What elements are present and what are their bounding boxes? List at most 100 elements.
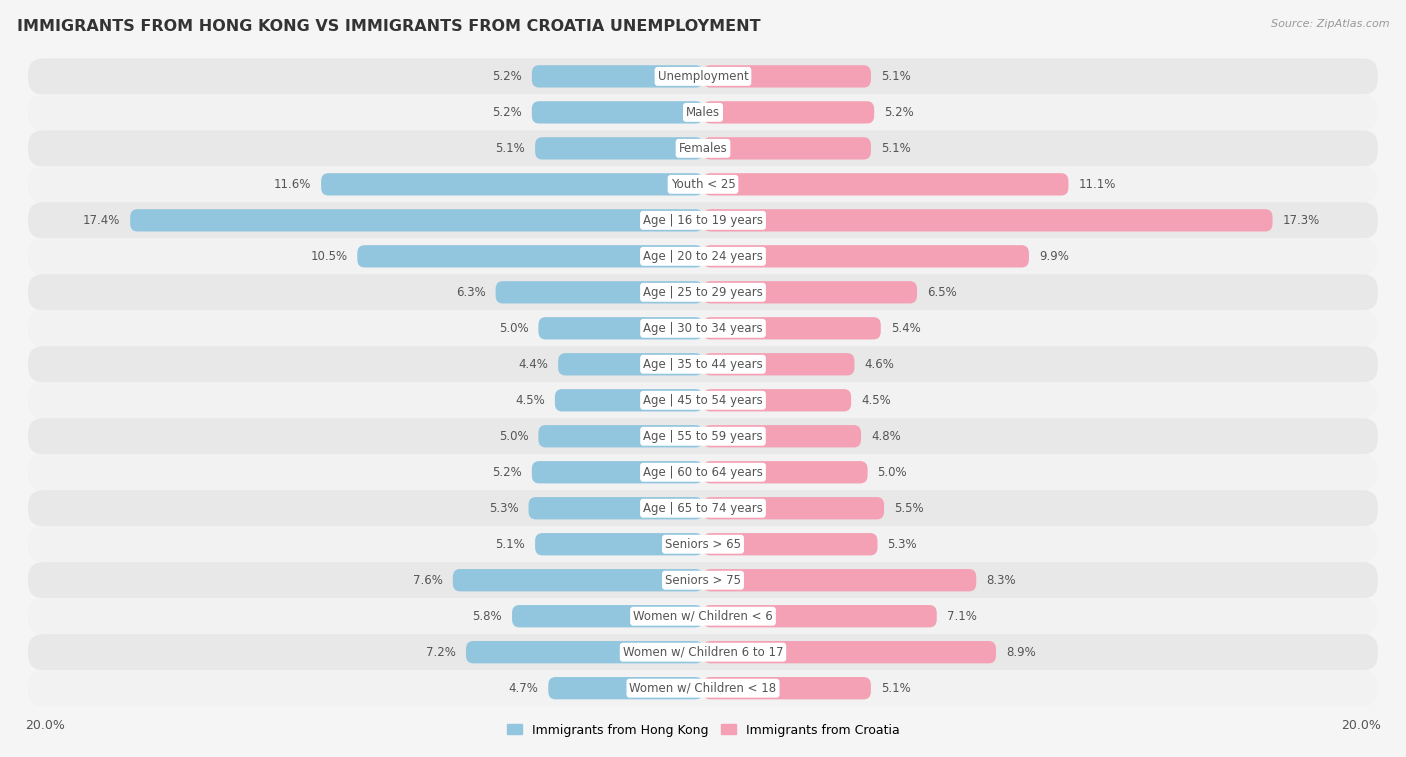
FancyBboxPatch shape bbox=[28, 491, 1378, 526]
Text: Age | 20 to 24 years: Age | 20 to 24 years bbox=[643, 250, 763, 263]
FancyBboxPatch shape bbox=[28, 634, 1378, 670]
Text: Seniors > 65: Seniors > 65 bbox=[665, 537, 741, 551]
Text: 4.4%: 4.4% bbox=[519, 358, 548, 371]
Text: Source: ZipAtlas.com: Source: ZipAtlas.com bbox=[1271, 19, 1389, 29]
FancyBboxPatch shape bbox=[131, 209, 703, 232]
Text: Age | 65 to 74 years: Age | 65 to 74 years bbox=[643, 502, 763, 515]
FancyBboxPatch shape bbox=[357, 245, 703, 267]
FancyBboxPatch shape bbox=[703, 101, 875, 123]
FancyBboxPatch shape bbox=[529, 497, 703, 519]
FancyBboxPatch shape bbox=[495, 281, 703, 304]
FancyBboxPatch shape bbox=[28, 310, 1378, 346]
Text: 5.2%: 5.2% bbox=[492, 70, 522, 83]
Text: Age | 35 to 44 years: Age | 35 to 44 years bbox=[643, 358, 763, 371]
Text: Age | 30 to 34 years: Age | 30 to 34 years bbox=[643, 322, 763, 335]
FancyBboxPatch shape bbox=[703, 353, 855, 375]
FancyBboxPatch shape bbox=[28, 202, 1378, 238]
FancyBboxPatch shape bbox=[28, 58, 1378, 95]
Text: 6.5%: 6.5% bbox=[927, 286, 956, 299]
FancyBboxPatch shape bbox=[538, 317, 703, 339]
Text: 4.7%: 4.7% bbox=[509, 682, 538, 695]
Text: 4.5%: 4.5% bbox=[860, 394, 891, 407]
Text: Women w/ Children 6 to 17: Women w/ Children 6 to 17 bbox=[623, 646, 783, 659]
Text: 7.6%: 7.6% bbox=[413, 574, 443, 587]
Text: 5.3%: 5.3% bbox=[489, 502, 519, 515]
FancyBboxPatch shape bbox=[536, 137, 703, 160]
Text: 11.6%: 11.6% bbox=[274, 178, 311, 191]
Text: 5.0%: 5.0% bbox=[877, 466, 907, 478]
FancyBboxPatch shape bbox=[703, 461, 868, 484]
Text: 5.2%: 5.2% bbox=[492, 466, 522, 478]
FancyBboxPatch shape bbox=[28, 130, 1378, 167]
FancyBboxPatch shape bbox=[28, 598, 1378, 634]
Text: 4.8%: 4.8% bbox=[870, 430, 901, 443]
Text: Age | 16 to 19 years: Age | 16 to 19 years bbox=[643, 213, 763, 227]
Text: Females: Females bbox=[679, 142, 727, 155]
FancyBboxPatch shape bbox=[531, 101, 703, 123]
FancyBboxPatch shape bbox=[703, 389, 851, 412]
FancyBboxPatch shape bbox=[703, 173, 1069, 195]
FancyBboxPatch shape bbox=[28, 562, 1378, 598]
Text: IMMIGRANTS FROM HONG KONG VS IMMIGRANTS FROM CROATIA UNEMPLOYMENT: IMMIGRANTS FROM HONG KONG VS IMMIGRANTS … bbox=[17, 19, 761, 34]
Text: 5.5%: 5.5% bbox=[894, 502, 924, 515]
FancyBboxPatch shape bbox=[703, 497, 884, 519]
FancyBboxPatch shape bbox=[538, 425, 703, 447]
Text: Women w/ Children < 6: Women w/ Children < 6 bbox=[633, 609, 773, 623]
Text: Age | 45 to 54 years: Age | 45 to 54 years bbox=[643, 394, 763, 407]
Text: 6.3%: 6.3% bbox=[456, 286, 485, 299]
FancyBboxPatch shape bbox=[703, 245, 1029, 267]
Text: Males: Males bbox=[686, 106, 720, 119]
Text: 5.2%: 5.2% bbox=[492, 106, 522, 119]
FancyBboxPatch shape bbox=[28, 346, 1378, 382]
Text: 5.1%: 5.1% bbox=[880, 682, 911, 695]
Text: 4.6%: 4.6% bbox=[865, 358, 894, 371]
Text: 5.1%: 5.1% bbox=[880, 142, 911, 155]
FancyBboxPatch shape bbox=[703, 677, 870, 699]
FancyBboxPatch shape bbox=[453, 569, 703, 591]
FancyBboxPatch shape bbox=[321, 173, 703, 195]
Text: 5.1%: 5.1% bbox=[880, 70, 911, 83]
FancyBboxPatch shape bbox=[531, 461, 703, 484]
FancyBboxPatch shape bbox=[512, 605, 703, 628]
FancyBboxPatch shape bbox=[28, 167, 1378, 202]
Text: 8.9%: 8.9% bbox=[1005, 646, 1036, 659]
FancyBboxPatch shape bbox=[548, 677, 703, 699]
FancyBboxPatch shape bbox=[555, 389, 703, 412]
Text: 5.2%: 5.2% bbox=[884, 106, 914, 119]
Text: 5.4%: 5.4% bbox=[890, 322, 921, 335]
Text: 10.5%: 10.5% bbox=[311, 250, 347, 263]
FancyBboxPatch shape bbox=[703, 569, 976, 591]
FancyBboxPatch shape bbox=[28, 670, 1378, 706]
Text: 11.1%: 11.1% bbox=[1078, 178, 1116, 191]
FancyBboxPatch shape bbox=[28, 419, 1378, 454]
Text: 17.4%: 17.4% bbox=[83, 213, 121, 227]
FancyBboxPatch shape bbox=[703, 209, 1272, 232]
Text: Age | 55 to 59 years: Age | 55 to 59 years bbox=[643, 430, 763, 443]
Text: Seniors > 75: Seniors > 75 bbox=[665, 574, 741, 587]
Text: Women w/ Children < 18: Women w/ Children < 18 bbox=[630, 682, 776, 695]
FancyBboxPatch shape bbox=[28, 274, 1378, 310]
FancyBboxPatch shape bbox=[465, 641, 703, 663]
Text: 5.8%: 5.8% bbox=[472, 609, 502, 623]
Text: Age | 60 to 64 years: Age | 60 to 64 years bbox=[643, 466, 763, 478]
Text: 17.3%: 17.3% bbox=[1282, 213, 1320, 227]
Text: 4.5%: 4.5% bbox=[515, 394, 546, 407]
FancyBboxPatch shape bbox=[703, 137, 870, 160]
FancyBboxPatch shape bbox=[28, 454, 1378, 491]
FancyBboxPatch shape bbox=[28, 95, 1378, 130]
FancyBboxPatch shape bbox=[703, 533, 877, 556]
Text: 7.1%: 7.1% bbox=[946, 609, 977, 623]
Text: 5.0%: 5.0% bbox=[499, 322, 529, 335]
Text: 5.3%: 5.3% bbox=[887, 537, 917, 551]
Text: Unemployment: Unemployment bbox=[658, 70, 748, 83]
Text: 9.9%: 9.9% bbox=[1039, 250, 1069, 263]
Text: 5.1%: 5.1% bbox=[495, 537, 526, 551]
Text: 5.0%: 5.0% bbox=[499, 430, 529, 443]
Text: Youth < 25: Youth < 25 bbox=[671, 178, 735, 191]
FancyBboxPatch shape bbox=[28, 238, 1378, 274]
FancyBboxPatch shape bbox=[531, 65, 703, 88]
Text: 5.1%: 5.1% bbox=[495, 142, 526, 155]
FancyBboxPatch shape bbox=[703, 605, 936, 628]
Legend: Immigrants from Hong Kong, Immigrants from Croatia: Immigrants from Hong Kong, Immigrants fr… bbox=[502, 718, 904, 742]
Text: 8.3%: 8.3% bbox=[986, 574, 1015, 587]
